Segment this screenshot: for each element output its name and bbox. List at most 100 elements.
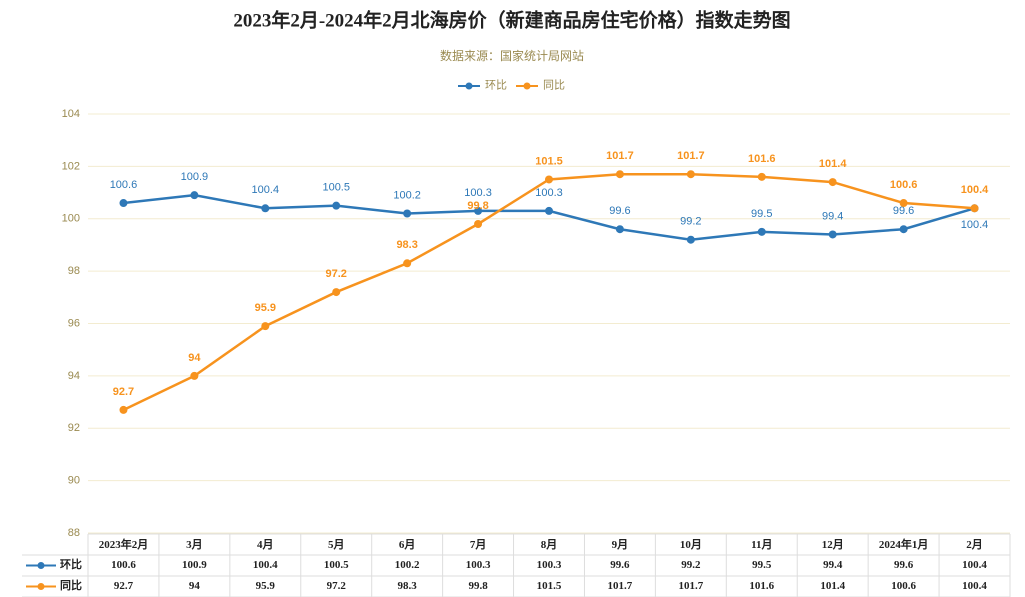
x-tick-label: 5月 <box>328 538 345 551</box>
data-point <box>474 206 483 215</box>
y-tick-label: 94 <box>68 370 80 382</box>
series-line <box>123 193 975 241</box>
table-row-label: 同比 <box>60 578 82 592</box>
y-tick-label: 96 <box>68 317 80 329</box>
data-label: 101.4 <box>819 158 847 170</box>
data-label: 99.4 <box>822 210 843 222</box>
data-label: 100.5 <box>322 182 350 194</box>
y-tick-label: 100 <box>62 213 80 225</box>
data-point <box>119 405 128 414</box>
chart-title: 2023年2月-2024年2月北海房价（新建商品房住宅价格）指数走势图 <box>233 8 790 31</box>
table-row-label: 环比 <box>60 557 82 571</box>
y-tick-label: 104 <box>62 108 80 120</box>
data-label: 101.5 <box>535 155 563 167</box>
x-tick-label: 2024年1月 <box>879 537 929 551</box>
table-cell: 99.4 <box>823 559 843 571</box>
data-label: 100.6 <box>110 179 138 191</box>
x-tick-label: 11月 <box>751 538 772 551</box>
table-cell: 97.2 <box>327 580 347 592</box>
data-label: 100.2 <box>393 189 421 201</box>
data-point <box>545 175 553 184</box>
table-cell: 98.3 <box>398 580 418 592</box>
table-cell: 101.7 <box>608 580 633 592</box>
table-cell: 100.4 <box>253 559 278 571</box>
x-tick-label: 4月 <box>257 538 274 551</box>
data-label: 100.4 <box>252 184 280 196</box>
legend-label: 环比 <box>485 79 507 92</box>
data-label: 97.2 <box>326 268 347 280</box>
legend-marker <box>465 82 473 90</box>
y-tick-label: 90 <box>68 475 80 487</box>
data-label: 100.6 <box>890 179 918 191</box>
table-cell: 92.7 <box>114 580 134 592</box>
x-tick-label: 7月 <box>470 538 487 551</box>
data-point <box>403 259 412 268</box>
x-tick-label: 12月 <box>822 538 844 551</box>
table-cell: 100.2 <box>395 559 420 571</box>
data-point <box>828 178 837 187</box>
table-cell: 100.3 <box>537 559 562 571</box>
data-point <box>828 230 837 239</box>
x-tick-label: 10月 <box>680 538 702 551</box>
data-label: 101.7 <box>677 150 705 162</box>
data-point <box>332 201 341 210</box>
x-tick-label: 3月 <box>186 538 203 551</box>
table-cell: 100.4 <box>962 559 987 571</box>
table-legend-marker <box>37 562 45 569</box>
table-cell: 95.9 <box>256 580 276 592</box>
table-cell: 94 <box>189 580 201 592</box>
data-label: 99.2 <box>680 216 701 228</box>
table-cell: 101.4 <box>820 580 845 592</box>
data-point <box>261 204 270 213</box>
data-point <box>403 209 412 218</box>
data-label: 100.3 <box>464 187 492 199</box>
data-label: 101.6 <box>748 153 776 165</box>
table-cell: 99.8 <box>468 580 488 592</box>
data-label: 100.4 <box>961 219 989 231</box>
table-cell: 100.6 <box>111 559 136 571</box>
data-point <box>899 225 908 234</box>
y-tick-label: 102 <box>62 160 80 172</box>
table-cell: 100.5 <box>324 559 349 571</box>
table-cell: 100.6 <box>891 580 916 592</box>
x-tick-label: 8月 <box>541 538 558 551</box>
data-label: 99.5 <box>751 208 772 220</box>
table-cell: 101.6 <box>749 580 774 592</box>
data-label: 101.7 <box>606 150 634 162</box>
data-point <box>190 191 199 200</box>
data-point <box>190 371 199 380</box>
data-point <box>615 170 624 179</box>
legend-marker <box>523 82 531 90</box>
chart-subtitle: 数据来源：国家统计局网站 <box>440 48 584 63</box>
data-point <box>757 227 766 236</box>
table-cell: 101.7 <box>678 580 703 592</box>
table-cell: 99.5 <box>752 559 772 571</box>
data-label: 94 <box>188 352 201 364</box>
data-label: 99.8 <box>467 200 488 212</box>
data-point <box>332 288 341 297</box>
data-point <box>899 199 908 208</box>
data-point <box>119 199 128 208</box>
data-label: 98.3 <box>396 239 417 251</box>
y-tick-label: 92 <box>68 422 80 434</box>
data-point <box>545 206 553 215</box>
x-tick-label: 2月 <box>966 538 983 551</box>
data-label: 92.7 <box>113 386 134 398</box>
data-label: 99.6 <box>609 205 630 217</box>
x-tick-label: 6月 <box>399 538 416 551</box>
x-tick-label: 2023年2月 <box>99 537 149 551</box>
legend-label: 同比 <box>543 79 565 92</box>
y-tick-label: 88 <box>68 527 80 539</box>
table-cell: 100.9 <box>182 559 207 571</box>
data-point <box>474 219 483 228</box>
data-label: 100.9 <box>181 171 209 183</box>
data-label: 100.4 <box>961 184 989 196</box>
data-point <box>261 322 270 331</box>
y-tick-label: 98 <box>68 265 80 277</box>
data-label: 99.6 <box>893 205 914 217</box>
table-cell: 100.3 <box>466 559 491 571</box>
x-tick-label: 9月 <box>612 538 629 551</box>
table-cell: 99.6 <box>610 559 630 571</box>
data-point <box>686 235 695 244</box>
